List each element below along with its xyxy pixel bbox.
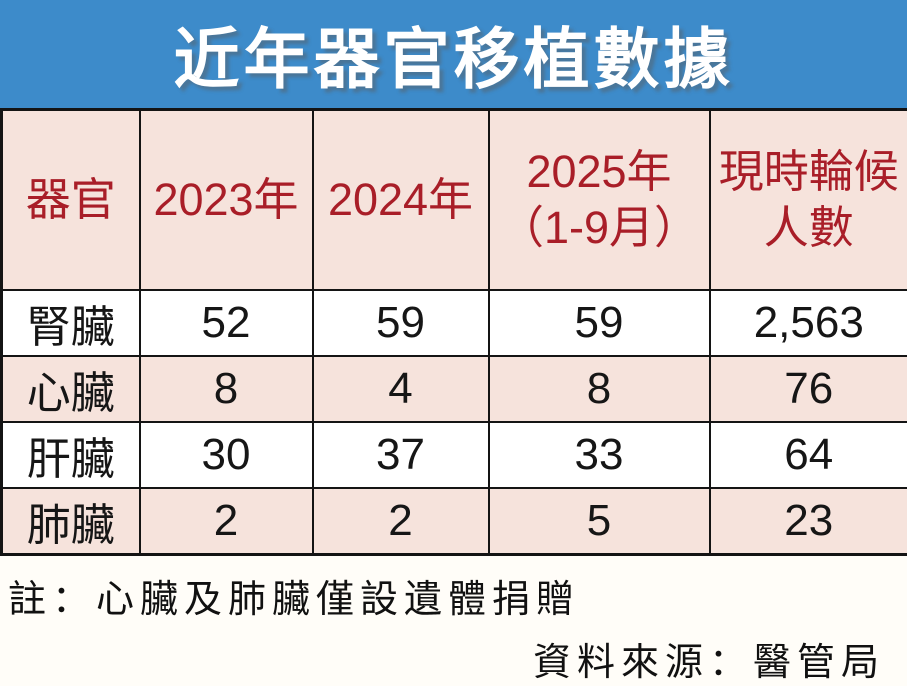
value-cell-waiting: 23 [710,488,907,555]
table-row-lung: 肺臟 2 2 5 23 [2,488,907,555]
column-header-waiting: 現時輪候 人數 [710,110,907,291]
table-row-kidney: 腎臟 52 59 59 2,563 [2,290,907,356]
organ-cell: 肺臟 [2,488,140,555]
header-line: 人數 [711,200,907,256]
column-header-2025: 2025年 （1-9月） [489,110,710,291]
value-cell-2025: 8 [489,356,710,422]
value-cell-2023: 30 [140,422,313,488]
title-bar: 近年器官移植數據 [0,0,907,108]
transplant-data-table: 器官 2023年 2024年 2025年 （1-9月） 現時輪候 人數 [0,108,907,556]
column-header-2024: 2024年 [313,110,489,291]
header-line: 器官 [3,172,139,228]
value-cell-2024: 37 [313,422,489,488]
value-cell-2023: 2 [140,488,313,555]
value-cell-2025: 59 [489,290,710,356]
value-cell-2024: 2 [313,488,489,555]
value-cell-2023: 52 [140,290,313,356]
value-cell-2025: 33 [489,422,710,488]
header-line: 2024年 [314,172,488,228]
table-row-liver: 肝臟 30 37 33 64 [2,422,907,488]
value-cell-waiting: 76 [710,356,907,422]
organ-cell: 肝臟 [2,422,140,488]
value-cell-2023: 8 [140,356,313,422]
value-cell-waiting: 2,563 [710,290,907,356]
value-cell-2024: 4 [313,356,489,422]
header-line: （1-9月） [490,200,709,256]
footnote: 註：心臟及肺臟僅設遺體捐贈 [8,568,907,623]
header-line: 現時輪候 [711,144,907,200]
column-header-organ: 器官 [2,110,140,291]
header-line: 2023年 [141,172,312,228]
source-credit: 資料來源：醫管局 [0,631,885,686]
page-title: 近年器官移植數據 [174,6,734,102]
value-cell-2025: 5 [489,488,710,555]
column-header-2023: 2023年 [140,110,313,291]
organ-cell: 腎臟 [2,290,140,356]
table-header-row: 器官 2023年 2024年 2025年 （1-9月） 現時輪候 人數 [2,110,907,291]
organ-cell: 心臟 [2,356,140,422]
value-cell-waiting: 64 [710,422,907,488]
table-row-heart: 心臟 8 4 8 76 [2,356,907,422]
header-line: 2025年 [490,144,709,200]
value-cell-2024: 59 [313,290,489,356]
